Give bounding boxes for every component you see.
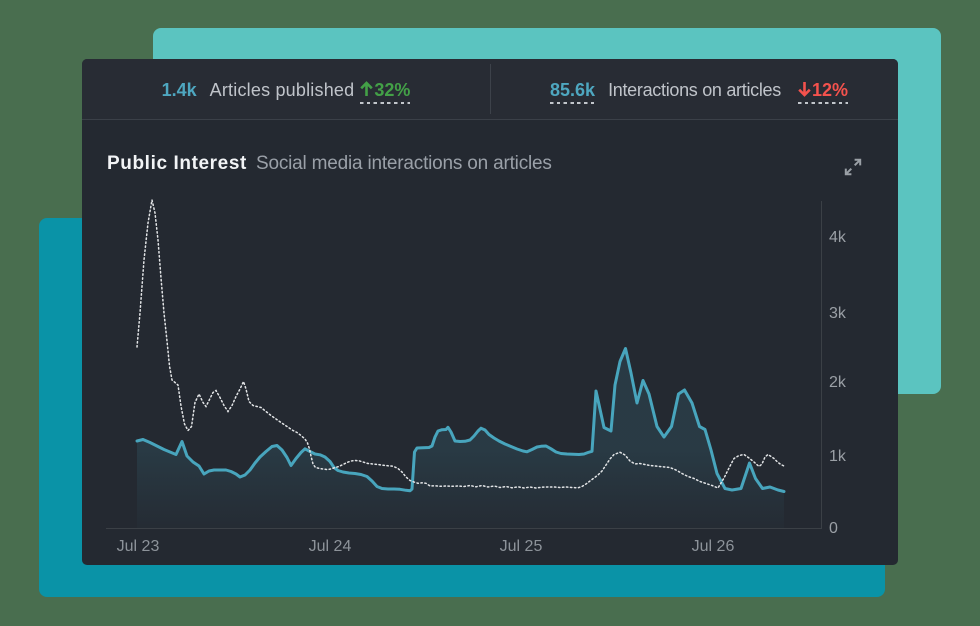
svg-text:3k: 3k — [829, 305, 847, 322]
svg-text:Jul 26: Jul 26 — [692, 538, 735, 555]
svg-text:Jul 24: Jul 24 — [309, 538, 352, 555]
svg-text:0: 0 — [829, 520, 838, 537]
svg-text:2k: 2k — [829, 374, 847, 391]
svg-text:4k: 4k — [829, 229, 847, 246]
svg-text:1k: 1k — [829, 448, 847, 465]
svg-text:Jul 25: Jul 25 — [500, 538, 543, 555]
svg-text:Jul 23: Jul 23 — [117, 538, 160, 555]
